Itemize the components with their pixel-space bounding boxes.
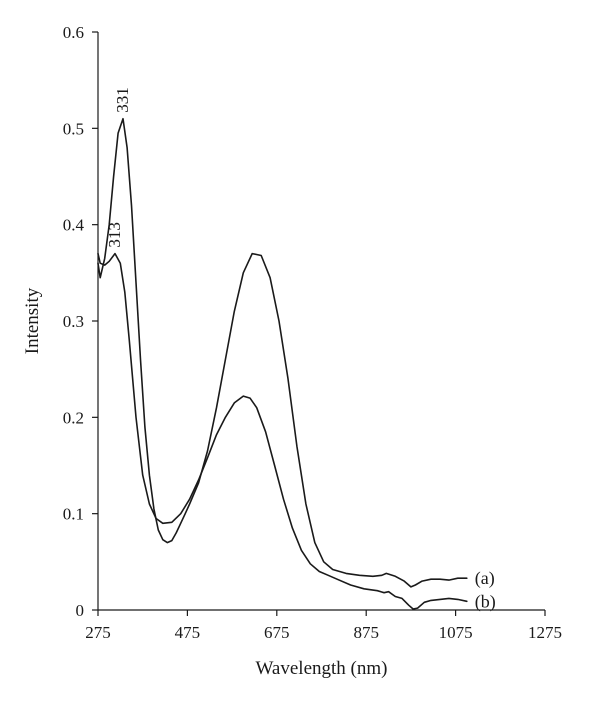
x-tick-label: 1275 (528, 623, 562, 642)
y-tick-label: 0.1 (63, 505, 84, 524)
y-tick-label: 0.2 (63, 408, 84, 427)
x-tick-label: 475 (175, 623, 201, 642)
y-tick-label: 0.5 (63, 119, 84, 138)
x-tick-label: 1075 (439, 623, 473, 642)
series-lines (97, 117, 468, 610)
series-label-a: (a) (475, 568, 495, 589)
y-tick-label: 0 (76, 601, 85, 620)
y-axis-title: Intensity (22, 287, 43, 354)
axes: 0 0.1 0.2 0.3 0.4 0.5 0.6 275 475 675 875 1075 1275 (63, 23, 562, 642)
x-tick-label: 675 (264, 623, 290, 642)
y-tick-label: 0.3 (63, 312, 84, 331)
x-tick-label: 875 (353, 623, 379, 642)
y-tick-label: 0.6 (63, 23, 84, 42)
series-line-a (97, 117, 468, 588)
peak-annotation: 331 (113, 87, 132, 113)
labels: (a)(b) 331 313 (105, 87, 496, 612)
peak-annotation: 313 (105, 222, 124, 247)
series-line-b (97, 252, 468, 610)
y-tick-label: 0.4 (63, 216, 85, 235)
series-label-b: (b) (475, 591, 496, 612)
x-tick-label: 275 (85, 623, 111, 642)
x-axis-title: Wavelength (nm) (256, 658, 388, 679)
